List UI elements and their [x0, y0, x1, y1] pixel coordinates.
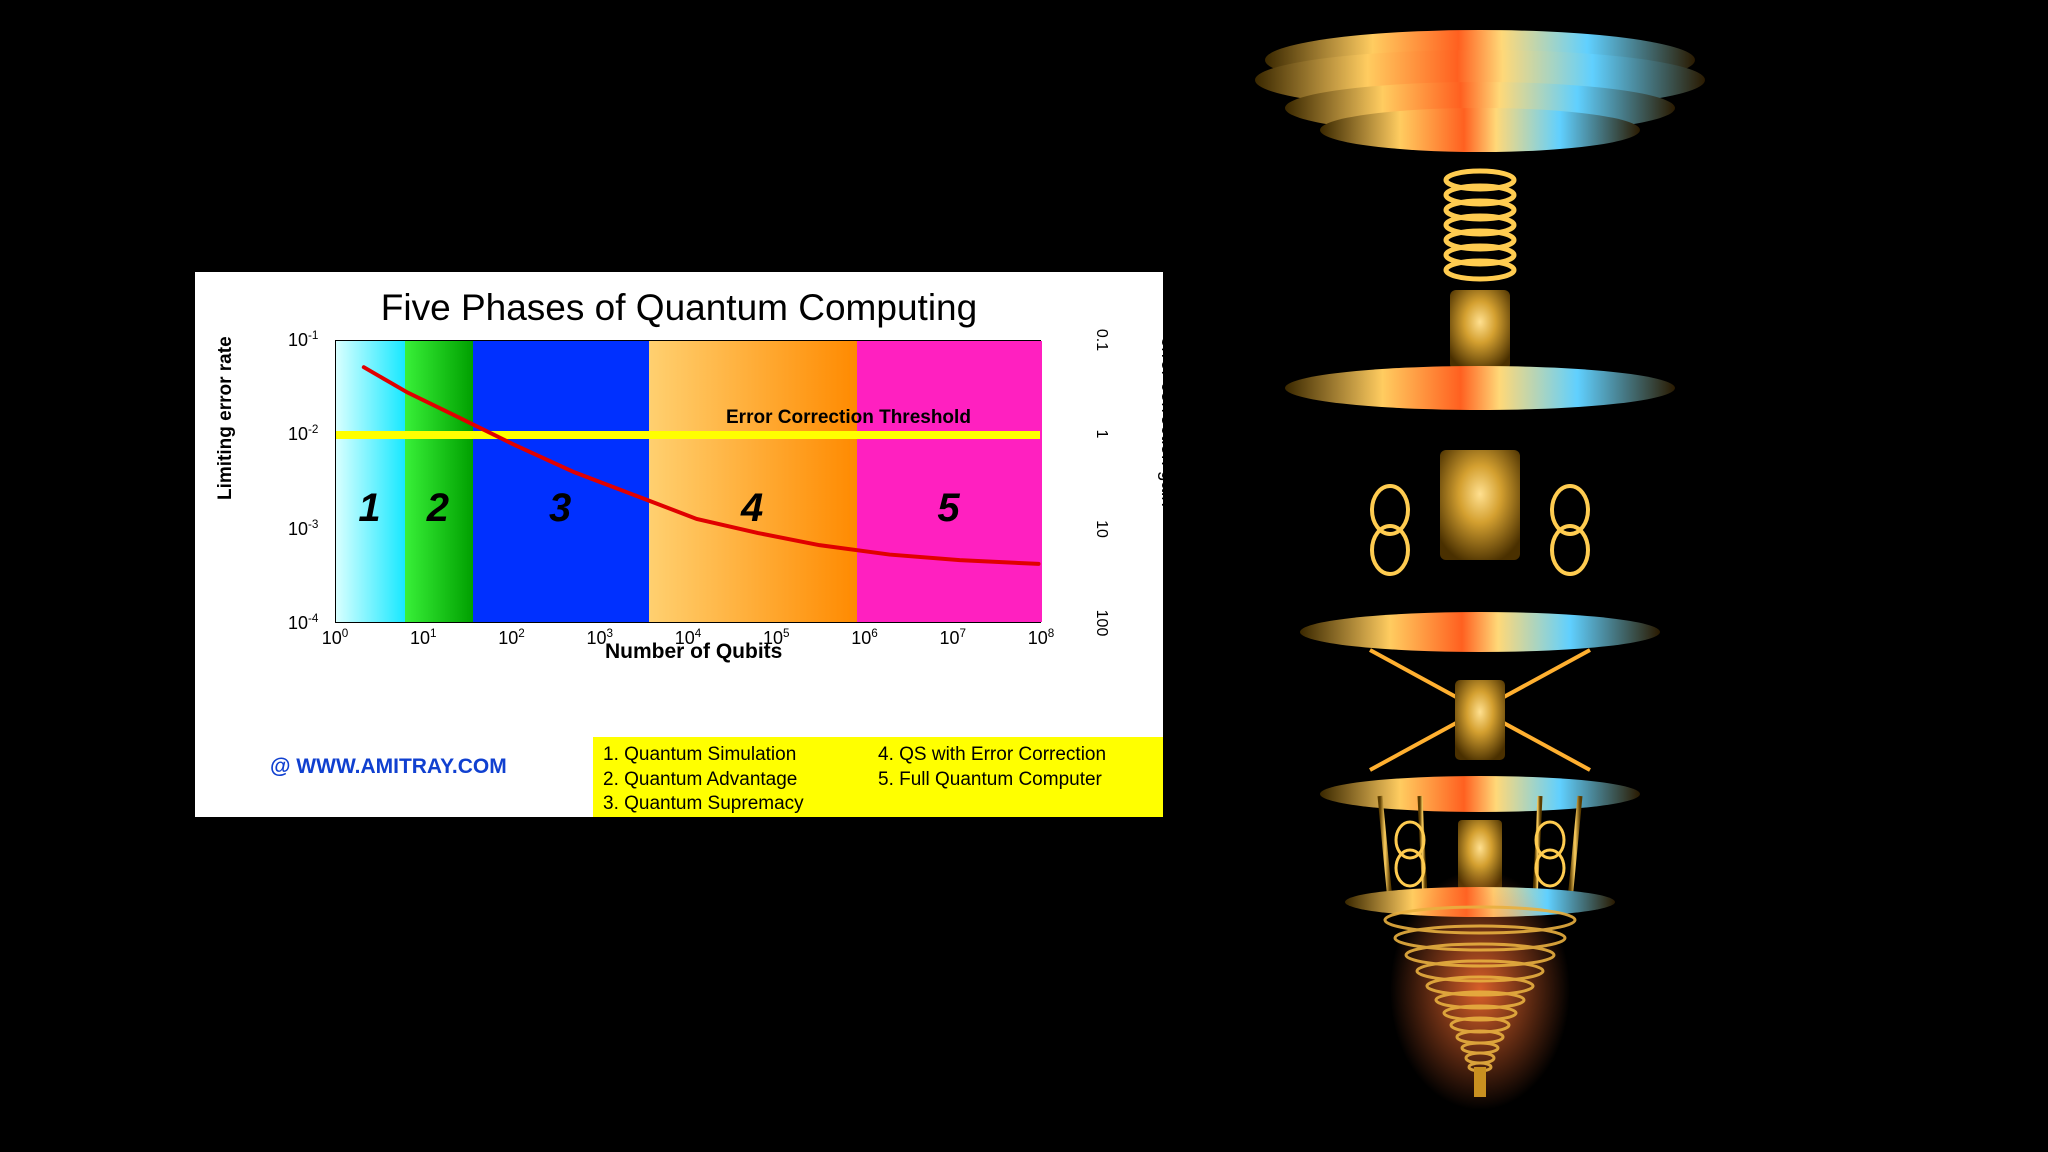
legend-box: 1. Quantum Simulation2. Quantum Advantag…: [593, 737, 1163, 817]
legend-col-1: 1. Quantum Simulation2. Quantum Advantag…: [603, 743, 878, 811]
x-tick: 101: [410, 627, 437, 649]
y-tick-left: 10-2: [288, 423, 318, 445]
x-tick: 108: [1028, 627, 1055, 649]
legend-col-2: 4. QS with Error Correction5. Full Quant…: [878, 743, 1153, 811]
y-tick-left: 10-3: [288, 518, 318, 540]
x-tick: 107: [939, 627, 966, 649]
y-tick-right: 10: [1092, 520, 1110, 538]
legend-item: 5. Full Quantum Computer: [878, 768, 1153, 793]
x-axis-label: Number of Qubits: [605, 640, 782, 664]
x-tick: 100: [322, 627, 349, 649]
x-tick: 102: [498, 627, 525, 649]
attribution: @ WWW.AMITRAY.COM: [270, 755, 507, 779]
y-axis-label-left: Limiting error rate: [215, 336, 237, 500]
legend-item: 1. Quantum Simulation: [603, 743, 878, 768]
y-tick-left: 10-4: [288, 612, 318, 634]
plot-wrapper: Limiting error rate "error correction ga…: [260, 340, 1130, 670]
chart-footer: @ WWW.AMITRAY.COM 1. Quantum Simulation2…: [195, 737, 1163, 817]
y-tick-left: 10-1: [288, 329, 318, 351]
quantum-device-illustration: [1240, 30, 1720, 1110]
y-tick-right: 1: [1092, 430, 1110, 439]
chart-panel: Five Phases of Quantum Computing Limitin…: [195, 272, 1163, 817]
plot-area: 12345Error Correction Threshold: [335, 340, 1041, 623]
error-curve: [336, 341, 1040, 622]
y-tick-right: 0.1: [1092, 329, 1110, 351]
legend-item: 2. Quantum Advantage: [603, 768, 878, 793]
y-tick-right: 100: [1092, 610, 1110, 637]
y-axis-label-right: "error correction gain": [1156, 330, 1178, 514]
legend-item: 3. Quantum Supremacy: [603, 792, 878, 817]
x-tick: 106: [851, 627, 878, 649]
chart-title: Five Phases of Quantum Computing: [195, 272, 1163, 329]
legend-item: 4. QS with Error Correction: [878, 743, 1153, 768]
